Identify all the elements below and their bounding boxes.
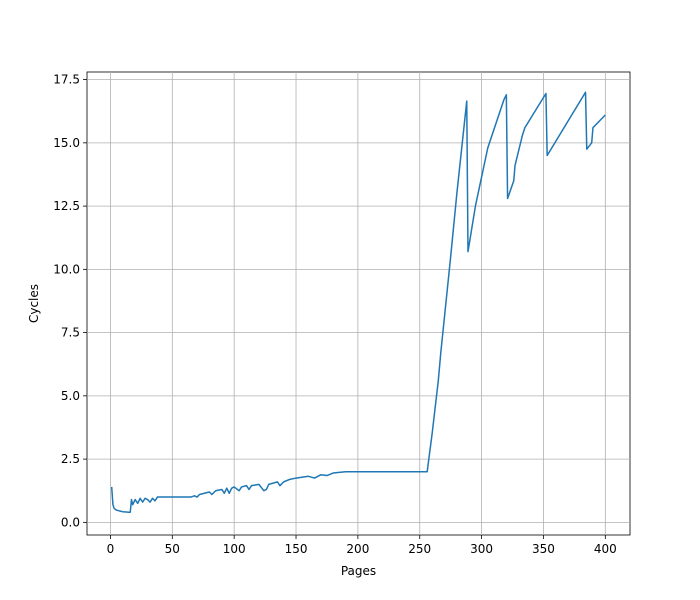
x-tick-label: 200 bbox=[346, 542, 369, 556]
x-tick-label: 150 bbox=[285, 542, 308, 556]
x-tick-label: 250 bbox=[408, 542, 431, 556]
y-tick-label: 17.5 bbox=[53, 73, 80, 87]
y-tick-label: 7.5 bbox=[61, 326, 80, 340]
x-tick-label: 300 bbox=[470, 542, 493, 556]
plot-frame bbox=[86, 71, 631, 536]
data-line bbox=[110, 91, 606, 513]
x-tick-label: 400 bbox=[594, 542, 617, 556]
y-tick-label: 12.5 bbox=[53, 199, 80, 213]
y-axis-label: Cycles bbox=[27, 284, 41, 323]
y-tick-label: 10.0 bbox=[53, 262, 80, 276]
x-tick-label: 350 bbox=[532, 542, 555, 556]
x-tick-label: 100 bbox=[223, 542, 246, 556]
x-tick-label: 50 bbox=[165, 542, 180, 556]
y-tick-label: 15.0 bbox=[53, 136, 80, 150]
x-tick-label: 0 bbox=[107, 542, 115, 556]
y-tick-label: 0.0 bbox=[61, 515, 80, 529]
y-tick-label: 5.0 bbox=[61, 389, 80, 403]
y-tick-label: 2.5 bbox=[61, 452, 80, 466]
x-axis-label: Pages bbox=[341, 564, 376, 578]
